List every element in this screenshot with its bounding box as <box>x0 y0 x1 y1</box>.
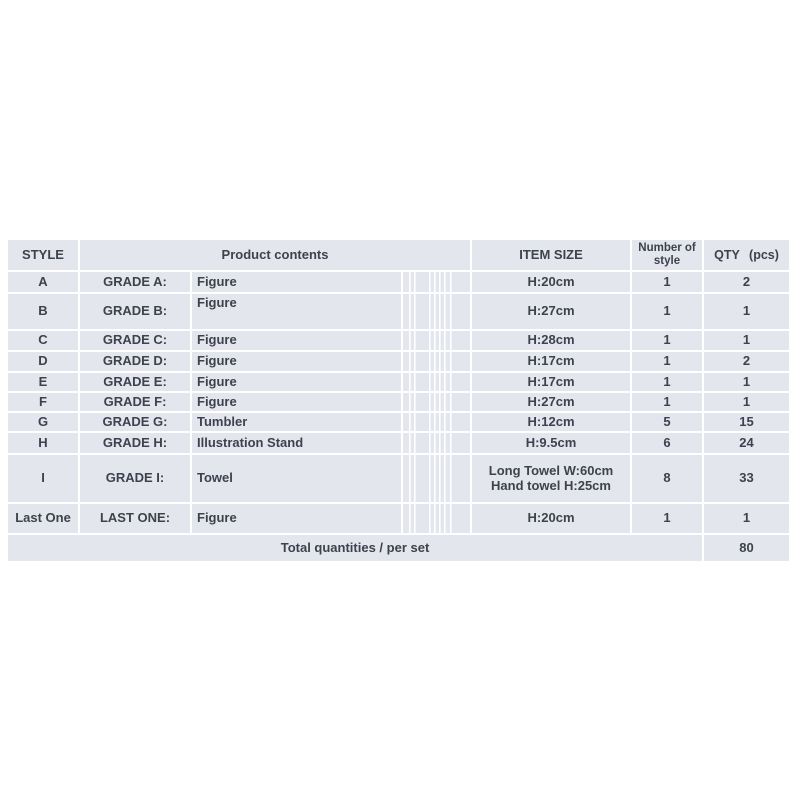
spacer-cell <box>403 373 471 391</box>
content-cell: Figure <box>192 393 401 411</box>
style-cell: F <box>8 393 78 411</box>
number-of-style-cell: 1 <box>632 331 703 350</box>
product-set-table: STYLE Product contents ITEM SIZE Number … <box>6 238 792 563</box>
number-of-style-cell: 1 <box>632 393 703 411</box>
style-cell: D <box>8 352 78 371</box>
grade-cell: GRADE D: <box>80 352 190 371</box>
item-size-cell: H:27cm <box>472 393 631 411</box>
number-of-style-cell: 8 <box>632 455 703 502</box>
style-cell: C <box>8 331 78 350</box>
header-item-size: ITEM SIZE <box>472 240 631 270</box>
grade-cell: GRADE G: <box>80 413 190 431</box>
content-cell: Figure <box>192 294 401 329</box>
content-cell: Figure <box>192 504 401 533</box>
item-size-cell: Long Towel W:60cm Hand towel H:25cm <box>472 455 631 502</box>
spacer-cell <box>403 433 471 453</box>
number-of-style-cell: 1 <box>632 294 703 329</box>
item-size-cell: H:28cm <box>472 331 631 350</box>
spacer-cell <box>403 294 471 329</box>
table-row: C GRADE C: Figure H:28cm 1 1 <box>8 331 790 350</box>
qty-cell: 33 <box>704 455 790 502</box>
style-cell: I <box>8 455 78 502</box>
content-cell: Figure <box>192 373 401 391</box>
grade-cell: GRADE C: <box>80 331 190 350</box>
total-qty-value: 80 <box>704 535 790 561</box>
header-qty-pcs: QTY (pcs) <box>704 240 790 270</box>
number-of-style-cell: 6 <box>632 433 703 453</box>
total-label: Total quantities / per set <box>8 535 703 561</box>
style-cell: B <box>8 294 78 329</box>
header-row: STYLE Product contents ITEM SIZE Number … <box>8 240 790 270</box>
header-product-contents: Product contents <box>80 240 471 270</box>
header-style: STYLE <box>8 240 78 270</box>
qty-cell: 1 <box>704 373 790 391</box>
spacer-cell <box>403 455 471 502</box>
spacer-cell <box>403 352 471 371</box>
grade-cell: GRADE I: <box>80 455 190 502</box>
grade-cell: GRADE F: <box>80 393 190 411</box>
style-cell: H <box>8 433 78 453</box>
content-cell: Figure <box>192 352 401 371</box>
style-cell: A <box>8 272 78 292</box>
style-cell: Last One <box>8 504 78 533</box>
content-cell: Towel <box>192 455 401 502</box>
style-cell: E <box>8 373 78 391</box>
table-row: A GRADE A: Figure H:20cm 1 2 <box>8 272 790 292</box>
table-row: F GRADE F: Figure H:27cm 1 1 <box>8 393 790 411</box>
qty-cell: 2 <box>704 352 790 371</box>
table-row: B GRADE B: Figure H:27cm 1 1 <box>8 294 790 329</box>
grade-cell: GRADE H: <box>80 433 190 453</box>
number-of-style-cell: 1 <box>632 352 703 371</box>
table-row: G GRADE G: Tumbler H:12cm 5 15 <box>8 413 790 431</box>
total-row: Total quantities / per set 80 <box>8 535 790 561</box>
table-footer: Total quantities / per set 80 <box>8 535 790 561</box>
table-row: I GRADE I: Towel Long Towel W:60cm Hand … <box>8 455 790 502</box>
qty-cell: 15 <box>704 413 790 431</box>
spacer-cell <box>403 393 471 411</box>
number-of-style-cell: 1 <box>632 504 703 533</box>
table-header: STYLE Product contents ITEM SIZE Number … <box>8 240 790 270</box>
number-of-style-cell: 5 <box>632 413 703 431</box>
content-cell: Tumbler <box>192 413 401 431</box>
spacer-cell <box>403 272 471 292</box>
item-size-cell: H:27cm <box>472 294 631 329</box>
grade-cell: GRADE E: <box>80 373 190 391</box>
grade-cell: LAST ONE: <box>80 504 190 533</box>
table-row: E GRADE E: Figure H:17cm 1 1 <box>8 373 790 391</box>
table-row: D GRADE D: Figure H:17cm 1 2 <box>8 352 790 371</box>
item-size-cell: H:17cm <box>472 373 631 391</box>
table-row: Last One LAST ONE: Figure H:20cm 1 1 <box>8 504 790 533</box>
spacer-cell <box>403 413 471 431</box>
item-size-cell: H:9.5cm <box>472 433 631 453</box>
grade-cell: GRADE B: <box>80 294 190 329</box>
table-body: A GRADE A: Figure H:20cm 1 2 B GRADE B: … <box>8 272 790 533</box>
style-cell: G <box>8 413 78 431</box>
number-of-style-cell: 1 <box>632 373 703 391</box>
header-number-of-style: Number of style <box>632 240 703 270</box>
grade-cell: GRADE A: <box>80 272 190 292</box>
qty-cell: 1 <box>704 331 790 350</box>
spacer-cell <box>403 504 471 533</box>
qty-cell: 2 <box>704 272 790 292</box>
qty-cell: 1 <box>704 504 790 533</box>
spacer-cell <box>403 331 471 350</box>
content-cell: Illustration Stand <box>192 433 401 453</box>
item-size-cell: H:20cm <box>472 504 631 533</box>
qty-cell: 1 <box>704 393 790 411</box>
content-cell: Figure <box>192 331 401 350</box>
qty-cell: 24 <box>704 433 790 453</box>
item-size-cell: H:17cm <box>472 352 631 371</box>
content-cell: Figure <box>192 272 401 292</box>
item-size-cell: H:12cm <box>472 413 631 431</box>
item-size-cell: H:20cm <box>472 272 631 292</box>
qty-cell: 1 <box>704 294 790 329</box>
number-of-style-cell: 1 <box>632 272 703 292</box>
table-row: H GRADE H: Illustration Stand H:9.5cm 6 … <box>8 433 790 453</box>
